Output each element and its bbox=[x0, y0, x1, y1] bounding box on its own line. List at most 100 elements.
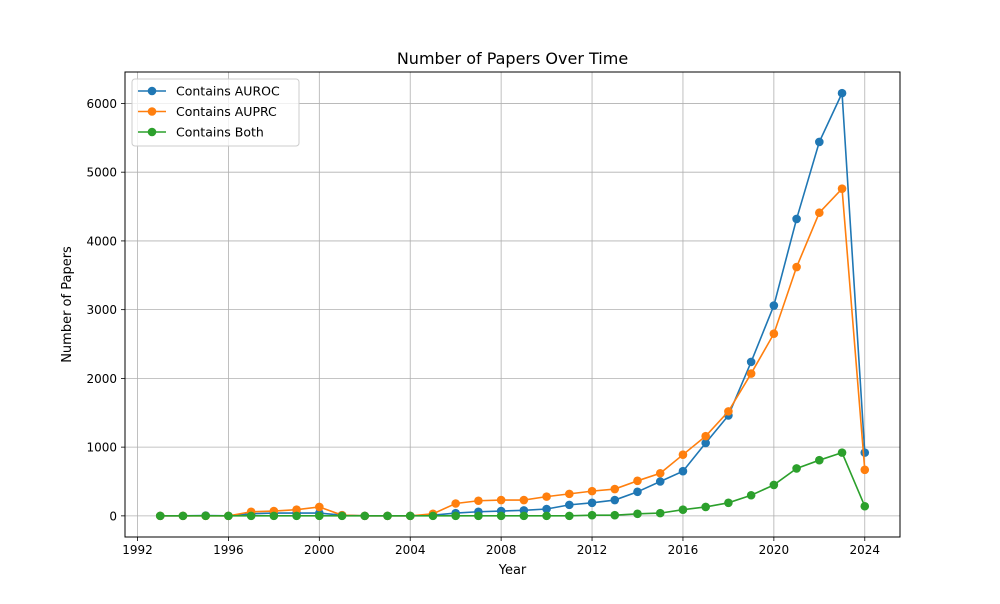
data-point bbox=[792, 262, 801, 272]
legend-label: Contains Both bbox=[176, 125, 264, 140]
y-axis-label: Number of Papers bbox=[60, 246, 75, 363]
y-tick-label: 4000 bbox=[86, 234, 117, 248]
data-point bbox=[587, 498, 597, 508]
data-point bbox=[746, 357, 756, 367]
x-tick-label: 2020 bbox=[759, 543, 790, 557]
data-point bbox=[678, 466, 688, 476]
series-layer bbox=[155, 88, 870, 521]
x-tick-label: 2004 bbox=[395, 543, 426, 557]
data-point bbox=[724, 407, 733, 416]
data-point bbox=[224, 511, 233, 521]
x-tick-label: 2008 bbox=[486, 543, 517, 557]
data-point bbox=[792, 214, 801, 224]
data-point bbox=[633, 476, 642, 486]
grid bbox=[125, 72, 900, 537]
series-contains-auprc bbox=[155, 184, 870, 521]
data-point bbox=[746, 490, 756, 500]
legend-box bbox=[131, 78, 300, 147]
data-point bbox=[655, 468, 665, 478]
data-point bbox=[769, 301, 779, 310]
data-point bbox=[565, 500, 574, 510]
y-tick-label: 1000 bbox=[86, 441, 117, 455]
legend-item: Contains Both bbox=[138, 125, 264, 140]
data-point bbox=[201, 511, 210, 521]
data-point bbox=[837, 448, 847, 457]
data-point bbox=[542, 511, 551, 521]
data-point bbox=[655, 477, 665, 486]
data-point bbox=[678, 505, 688, 514]
legend-marker bbox=[147, 86, 157, 96]
data-point bbox=[587, 510, 597, 520]
data-point bbox=[724, 498, 733, 508]
series-line bbox=[160, 186, 866, 517]
data-point bbox=[542, 492, 551, 501]
x-axis: 1992 1996 2000 2004 2008 2012 2016 2020 2024 bbox=[122, 537, 880, 557]
data-point bbox=[701, 502, 710, 512]
x-tick-label: 2000 bbox=[304, 543, 335, 557]
data-point bbox=[269, 511, 279, 521]
data-point bbox=[519, 495, 529, 505]
data-point bbox=[792, 464, 801, 473]
data-point bbox=[565, 489, 574, 499]
x-tick-label: 1996 bbox=[213, 543, 244, 557]
data-point bbox=[451, 511, 460, 521]
data-point bbox=[565, 511, 574, 521]
x-axis-label: Year bbox=[498, 563, 527, 578]
series-contains-both bbox=[155, 448, 870, 521]
chart-title: Number of Papers Over Time bbox=[397, 49, 628, 68]
data-point bbox=[178, 511, 188, 521]
data-point bbox=[383, 511, 392, 521]
legend-marker bbox=[147, 127, 157, 137]
data-point bbox=[860, 448, 870, 457]
data-point bbox=[815, 208, 824, 218]
data-point bbox=[428, 511, 438, 521]
y-tick-label: 0 bbox=[109, 509, 117, 523]
data-point bbox=[769, 329, 779, 339]
data-point bbox=[860, 465, 870, 475]
x-tick-label: 2024 bbox=[849, 543, 880, 557]
y-axis: 0 1000 2000 3000 4000 5000 6000 bbox=[86, 97, 125, 523]
data-point bbox=[451, 499, 460, 508]
x-tick-label: 2016 bbox=[668, 543, 699, 557]
legend-label: Contains AUROC bbox=[176, 84, 280, 99]
data-point bbox=[633, 509, 642, 519]
series-contains-auroc bbox=[155, 88, 870, 521]
data-point bbox=[496, 495, 506, 505]
data-point bbox=[610, 510, 620, 520]
y-tick-label: 2000 bbox=[86, 372, 117, 386]
data-point bbox=[292, 505, 301, 514]
data-point bbox=[769, 480, 779, 490]
data-point bbox=[519, 511, 529, 521]
data-point bbox=[655, 508, 665, 518]
data-point bbox=[474, 496, 483, 506]
data-point bbox=[610, 484, 620, 494]
data-point bbox=[746, 369, 756, 378]
data-point bbox=[587, 486, 597, 496]
legend-label: Contains AUPRC bbox=[176, 104, 277, 119]
data-point bbox=[474, 511, 483, 521]
data-point bbox=[405, 511, 415, 521]
plot-area bbox=[124, 71, 901, 538]
data-point bbox=[496, 511, 506, 521]
legend: Contains AUROC Contains AUPRC Contains Bot… bbox=[131, 78, 300, 147]
y-tick-label: 3000 bbox=[86, 303, 117, 317]
data-point bbox=[837, 184, 847, 193]
x-tick-label: 2012 bbox=[577, 543, 608, 557]
legend-marker bbox=[147, 107, 157, 116]
data-point bbox=[360, 511, 370, 521]
data-point bbox=[610, 495, 620, 505]
data-point bbox=[337, 511, 347, 521]
data-point bbox=[246, 511, 256, 521]
series-line bbox=[160, 92, 866, 517]
data-point bbox=[837, 88, 847, 98]
y-tick-label: 6000 bbox=[86, 97, 117, 111]
legend-item: Contains AUROC bbox=[138, 84, 280, 99]
y-tick-label: 5000 bbox=[86, 166, 117, 180]
data-point bbox=[860, 501, 870, 511]
data-point bbox=[315, 502, 324, 512]
legend-item: Contains AUPRC bbox=[138, 104, 277, 119]
data-point bbox=[633, 487, 642, 497]
series-line bbox=[160, 451, 866, 517]
